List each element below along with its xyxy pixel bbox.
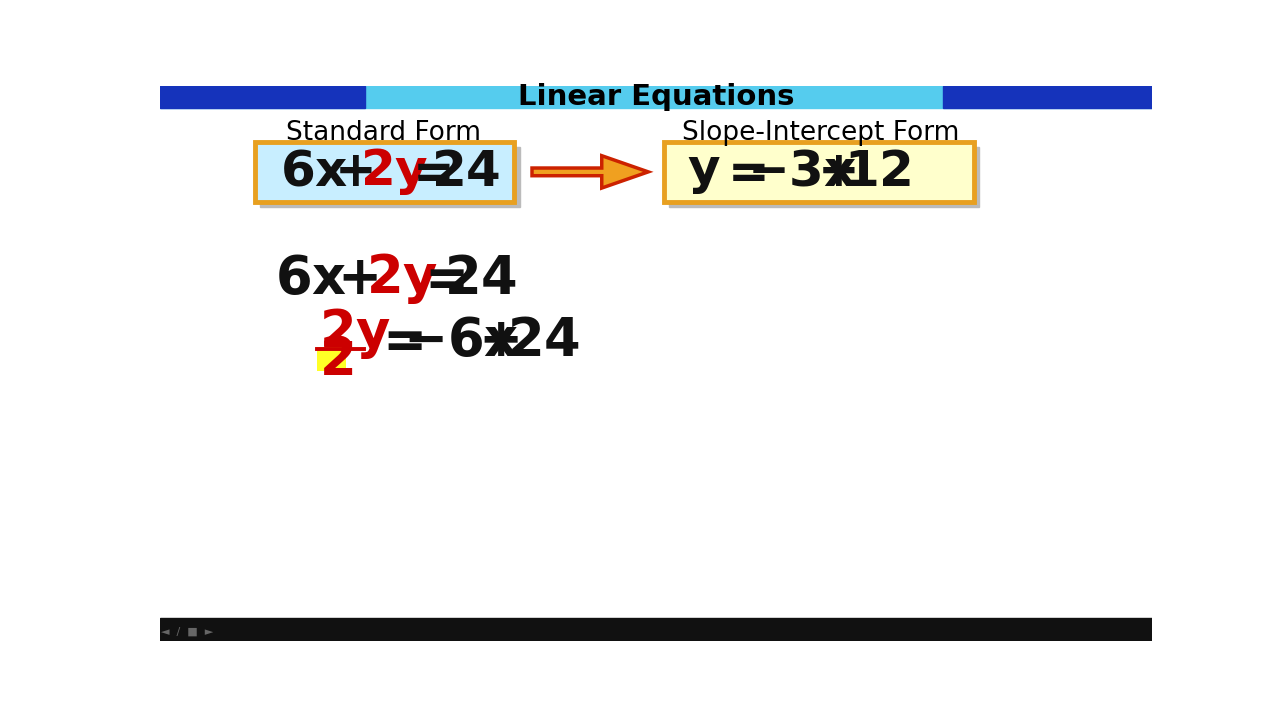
Text: $\mathbf{=}$: $\mathbf{=}$ <box>415 253 465 305</box>
Text: $\mathbf{=}$: $\mathbf{=}$ <box>403 148 451 196</box>
Text: Slope-Intercept Form: Slope-Intercept Form <box>682 120 959 145</box>
Text: $\mathbf{+}$: $\mathbf{+}$ <box>817 148 856 196</box>
Text: $\mathbf{=}$: $\mathbf{=}$ <box>371 315 422 367</box>
Text: $\mathbf{12}$: $\mathbf{12}$ <box>844 148 911 196</box>
Text: $\mathbf{2y}$: $\mathbf{2y}$ <box>366 251 438 307</box>
Text: $\mathbf{+}$: $\mathbf{+}$ <box>334 148 372 196</box>
Bar <box>943 86 1152 108</box>
Text: Linear Equations: Linear Equations <box>517 84 795 111</box>
Text: $\mathbf{6x}$: $\mathbf{6x}$ <box>280 148 348 196</box>
Bar <box>664 142 974 202</box>
Bar <box>160 86 1152 108</box>
Bar <box>260 147 520 207</box>
Text: $\mathbf{6x}$: $\mathbf{6x}$ <box>275 253 347 305</box>
Text: $\mathbf{y}$: $\mathbf{y}$ <box>687 148 721 196</box>
Bar <box>255 142 515 202</box>
Text: $\mathbf{+}$: $\mathbf{+}$ <box>477 315 518 367</box>
Text: ◄  /  ■  ►: ◄ / ■ ► <box>161 626 214 636</box>
Text: Standard Form: Standard Form <box>287 120 481 145</box>
Polygon shape <box>532 156 648 188</box>
Text: $\mathbf{2}$: $\mathbf{2}$ <box>319 334 353 386</box>
Text: $\mathbf{2y}$: $\mathbf{2y}$ <box>360 146 429 197</box>
Bar <box>669 147 979 207</box>
Text: $\mathbf{-3x}$: $\mathbf{-3x}$ <box>748 148 858 196</box>
Bar <box>160 86 365 108</box>
Bar <box>316 348 346 371</box>
Text: $\mathbf{+}$: $\mathbf{+}$ <box>337 253 378 305</box>
Bar <box>160 618 1152 641</box>
Text: $\mathbf{=}$: $\mathbf{=}$ <box>718 148 767 196</box>
Text: $\mathbf{2y}$: $\mathbf{2y}$ <box>319 306 390 361</box>
Text: $\mathbf{24}$: $\mathbf{24}$ <box>431 148 500 196</box>
Text: $\mathbf{-6x}$: $\mathbf{-6x}$ <box>403 315 518 367</box>
Text: $\mathbf{24}$: $\mathbf{24}$ <box>507 315 580 367</box>
Text: $\mathbf{24}$: $\mathbf{24}$ <box>444 253 517 305</box>
